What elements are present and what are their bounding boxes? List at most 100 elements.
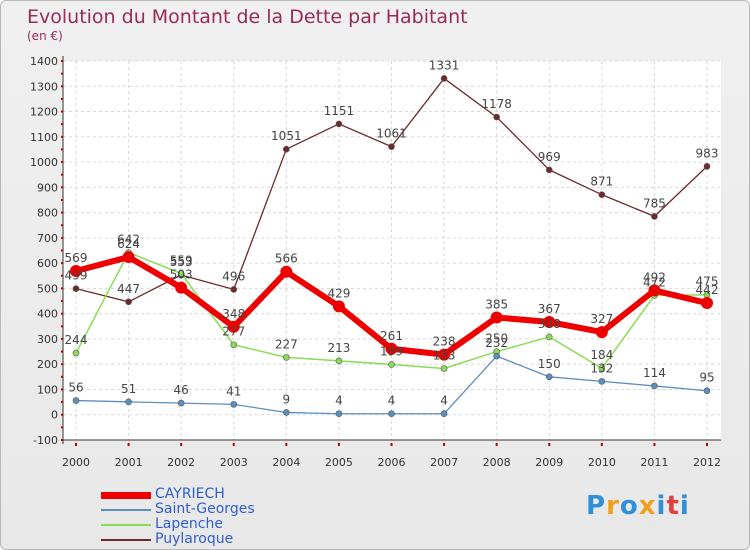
y-minor-tick [61, 135, 63, 138]
y-tick-label: 800 [37, 207, 58, 220]
y-tick-label: 1000 [30, 156, 58, 169]
data-label: 385 [485, 297, 508, 311]
y-tick-label: 700 [37, 232, 58, 245]
legend-item: Saint-Georges [101, 501, 361, 517]
y-minor-tick [61, 148, 63, 151]
data-label: 238 [433, 335, 456, 349]
y-tick-label: 1200 [30, 106, 58, 119]
data-point [545, 166, 553, 174]
data-label: 4 [388, 394, 396, 408]
y-minor-tick [61, 211, 63, 214]
legend-item: CAYRIECH [101, 486, 361, 502]
data-point [230, 341, 238, 349]
x-tick-label: 2010 [588, 456, 616, 469]
x-minor-tick [600, 443, 603, 446]
y-minor-tick [61, 337, 63, 340]
data-label: 566 [275, 252, 298, 266]
y-minor-tick [61, 236, 63, 239]
y-minor-tick [61, 312, 63, 315]
data-point [440, 365, 448, 372]
data-point [72, 285, 80, 292]
y-minor-tick [61, 60, 63, 62]
y-tick-label: 0 [51, 409, 58, 422]
y-minor-tick [61, 72, 63, 75]
legend-label: Saint-Georges [155, 501, 255, 517]
proxiti-logo: Proxiti [586, 491, 690, 521]
data-point [125, 298, 132, 306]
data-label: 46 [174, 383, 189, 397]
data-point [177, 399, 185, 407]
y-minor-tick [61, 287, 63, 290]
data-label: 442 [696, 283, 719, 297]
data-point [177, 270, 185, 277]
data-label: 51 [121, 382, 136, 396]
data-label: 9 [283, 392, 291, 406]
y-minor-tick [61, 401, 63, 404]
data-label: 503 [170, 268, 193, 282]
data-point [648, 284, 661, 297]
data-label: 227 [275, 337, 298, 351]
x-minor-tick [75, 443, 77, 446]
data-label: 232 [485, 336, 508, 350]
y-minor-tick [61, 198, 63, 201]
x-tick-label: 2002 [167, 456, 195, 469]
data-label: 244 [65, 333, 88, 347]
x-minor-tick [706, 443, 708, 446]
data-label: 4 [440, 394, 448, 408]
x-tick-label: 2012 [693, 456, 721, 469]
y-tick-label: -100 [33, 434, 58, 447]
legend-label: CAYRIECH [155, 486, 225, 502]
data-label: 642 [117, 233, 140, 247]
y-minor-tick [61, 388, 63, 391]
x-tick-label: 2009 [535, 456, 563, 469]
data-label: 472 [643, 275, 666, 289]
data-point [280, 265, 293, 278]
y-minor-tick [61, 85, 63, 88]
y-tick-label: 300 [37, 333, 58, 346]
y-minor-tick [61, 97, 63, 100]
y-minor-tick [61, 249, 63, 252]
data-point [175, 281, 188, 294]
data-point [72, 397, 80, 404]
legend-label: Puylaroque [155, 531, 234, 547]
data-label: 871 [590, 175, 613, 189]
data-point [493, 113, 500, 121]
logo-letter: t [666, 491, 680, 521]
y-minor-tick [61, 439, 63, 441]
x-minor-tick [443, 443, 446, 446]
data-label: 132 [590, 361, 613, 375]
y-tick-label: 500 [37, 282, 58, 295]
x-tick-label: 2006 [378, 456, 406, 469]
logo-letter: o [619, 491, 639, 521]
legend-swatch [101, 524, 151, 526]
data-label: 475 [696, 275, 719, 289]
y-tick-label: 1100 [30, 131, 58, 144]
y-tick-label: 200 [37, 358, 58, 371]
data-label: 308 [538, 317, 561, 331]
x-minor-tick [548, 443, 551, 446]
data-label: 183 [433, 348, 456, 362]
logo-letter: i [656, 491, 667, 521]
data-point [283, 354, 290, 361]
data-label: 327 [590, 312, 613, 326]
logo-letter: r [606, 491, 620, 521]
x-tick-label: 2003 [220, 456, 248, 469]
data-label: 785 [643, 196, 666, 210]
data-point [230, 286, 238, 293]
data-point [493, 352, 500, 360]
data-label: 499 [65, 269, 88, 283]
data-point [440, 410, 448, 418]
data-point [651, 382, 658, 390]
y-tick-label: 600 [37, 257, 58, 270]
logo-letter: x [638, 491, 657, 521]
data-label: 184 [590, 348, 613, 362]
data-point [335, 410, 343, 418]
data-label: 553 [170, 255, 193, 269]
data-label: 150 [538, 357, 561, 371]
y-tick-label: 1300 [30, 80, 58, 93]
data-point [440, 75, 448, 82]
x-minor-tick [495, 443, 498, 446]
x-minor-tick [390, 443, 393, 446]
